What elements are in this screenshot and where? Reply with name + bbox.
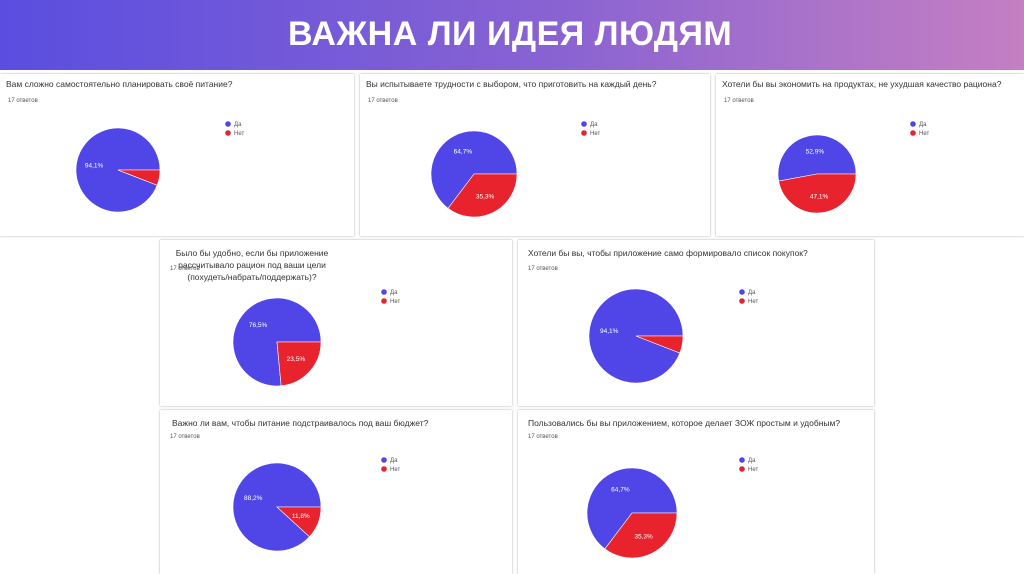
legend-dot-yes <box>910 121 916 127</box>
survey-panel-1: Вам сложно самостоятельно планировать св… <box>0 74 354 236</box>
pie-slice-yes <box>586 467 678 550</box>
legend-dot-no <box>225 130 231 136</box>
survey-panel-7: Пользовались бы вы приложением, которое … <box>518 410 874 574</box>
response-count: 17 ответов <box>528 434 558 440</box>
response-count: 17 ответов <box>368 98 398 104</box>
legend-dot-yes <box>581 121 587 127</box>
legend-dot-yes <box>381 457 387 463</box>
slide-title: ВАЖНА ЛИ ИДЕЯ ЛЮДЯМ <box>288 15 733 53</box>
legend-label-no: Нет <box>390 299 400 305</box>
legend-dot-yes <box>225 121 231 127</box>
survey-panel-4: Было бы удобно, если бы приложение рассч… <box>160 240 512 406</box>
pie-label-yes: 94,1% <box>600 328 619 335</box>
pie-label-no: 11,8% <box>292 513 310 520</box>
pie-slice-no <box>117 169 161 186</box>
legend-dot-no <box>381 298 387 304</box>
pie-slice-no <box>447 173 518 218</box>
legend-label-no: Нет <box>390 467 400 473</box>
pie-chart: 88,2% 11,8% Да Нет <box>232 457 400 552</box>
question-text: Хотели бы вы, чтобы приложение само форм… <box>528 248 808 258</box>
legend-dot-no <box>381 466 387 472</box>
legend-label-yes: Да <box>590 122 598 128</box>
pie-slice-no <box>276 341 322 387</box>
pie-label-yes: 88,2% <box>244 495 263 502</box>
legend-label-yes: Да <box>390 290 398 296</box>
pie-slice-no <box>276 506 322 538</box>
pie-label-yes: 76,5% <box>249 322 268 329</box>
legend-label-yes: Да <box>390 458 398 464</box>
pie-slice-yes <box>430 130 518 209</box>
pie-label-yes: 64,7% <box>611 487 630 494</box>
pie-label-no: 35,3% <box>476 193 495 200</box>
pie-slice-no <box>604 512 678 559</box>
legend-label-yes: Да <box>919 122 927 128</box>
pie-label-yes: 64,7% <box>454 149 473 156</box>
pie-slice-yes <box>777 134 857 182</box>
legend-label-no: Нет <box>590 131 600 137</box>
survey-panel-3: Хотели бы вы экономить на продуктах, не … <box>716 74 1024 236</box>
legend-dot-yes <box>739 289 745 295</box>
pie-chart: 76,5% 23,5% Да Нет <box>232 289 400 387</box>
question-text: Было бы удобно, если бы приложение рассч… <box>175 248 329 282</box>
question-text: Вам сложно самостоятельно планировать св… <box>6 79 233 89</box>
legend-dot-yes <box>739 457 745 463</box>
legend-label-no: Нет <box>748 467 758 473</box>
legend-dot-no <box>581 130 587 136</box>
legend-label-yes: Да <box>748 290 756 296</box>
pie-chart: 94,1% Да Нет <box>75 121 244 213</box>
legend-label-no: Нет <box>234 131 244 137</box>
pie-chart: 52,9% 47,1% Да Нет <box>777 121 929 214</box>
question-text: Важно ли вам, чтобы питание подстраивало… <box>172 418 429 428</box>
pie-label-no: 35,3% <box>634 533 653 540</box>
response-count: 17 ответов <box>8 98 38 104</box>
slide-header: ВАЖНА ЛИ ИДЕЯ ЛЮДЯМ <box>0 0 1024 70</box>
legend-label-yes: Да <box>234 122 242 128</box>
pie-label-no: 23,5% <box>287 356 306 363</box>
legend-dot-no <box>739 298 745 304</box>
question-text: Пользовались бы вы приложением, которое … <box>528 418 841 428</box>
legend-label-yes: Да <box>748 458 756 464</box>
response-count: 17 ответов <box>724 98 754 104</box>
question-text: Вы испытываете трудности с выбором, что … <box>366 79 657 89</box>
response-count: 17 ответов <box>170 434 200 440</box>
pie-chart: 64,7% 35,3% Да Нет <box>430 121 600 218</box>
pie-label-yes: 52,9% <box>806 149 825 156</box>
response-count: 17 ответов <box>170 266 200 272</box>
pie-label-no: 47,1% <box>810 194 829 201</box>
pie-chart: 64,7% 35,3% Да Нет <box>586 457 758 559</box>
pie-slice-no <box>778 173 857 214</box>
pie-label-yes: 94,1% <box>85 163 104 170</box>
legend-dot-no <box>910 130 916 136</box>
legend-dot-no <box>739 466 745 472</box>
survey-panel-5: Хотели бы вы, чтобы приложение само форм… <box>518 240 874 406</box>
pie-slice-no <box>635 335 684 354</box>
legend-dot-yes <box>381 289 387 295</box>
legend-label-no: Нет <box>748 299 758 305</box>
response-count: 17 ответов <box>528 266 558 272</box>
survey-panel-6: Важно ли вам, чтобы питание подстраивало… <box>160 410 512 574</box>
question-text: Хотели бы вы экономить на продуктах, не … <box>722 79 1002 89</box>
pie-slice-yes <box>75 127 161 213</box>
pie-chart: 94,1% Да Нет <box>588 288 758 384</box>
survey-panel-2: Вы испытываете трудности с выбором, что … <box>360 74 710 236</box>
legend-label-no: Нет <box>919 131 929 137</box>
